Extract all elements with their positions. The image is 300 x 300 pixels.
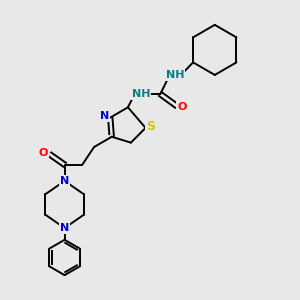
Text: N: N bbox=[60, 223, 69, 233]
Text: NH: NH bbox=[132, 89, 150, 99]
Text: NH: NH bbox=[166, 70, 184, 80]
Text: O: O bbox=[177, 102, 187, 112]
Text: O: O bbox=[39, 148, 48, 158]
Text: N: N bbox=[100, 111, 110, 121]
Text: N: N bbox=[60, 176, 69, 186]
Text: S: S bbox=[146, 120, 155, 133]
